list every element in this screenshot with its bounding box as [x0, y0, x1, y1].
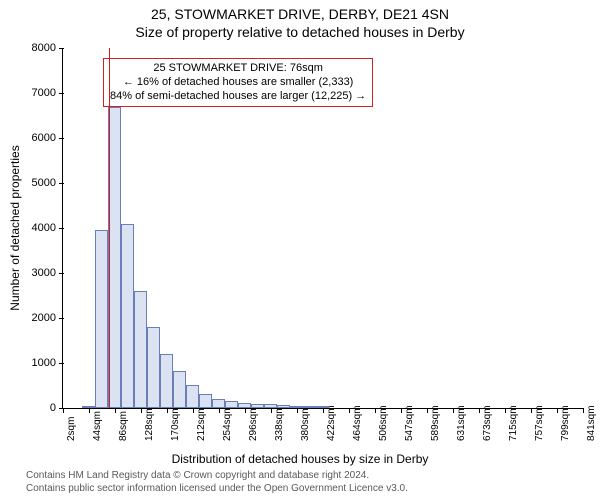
x-tick: 547sqm	[404, 405, 415, 441]
y-tick: 6000	[16, 132, 56, 144]
x-tick-mark	[245, 408, 246, 413]
x-tick: 422sqm	[326, 405, 337, 441]
x-tick: 254sqm	[222, 405, 233, 441]
x-tick: 296sqm	[248, 405, 259, 441]
x-tick-mark	[557, 408, 558, 413]
histogram-bar	[212, 399, 225, 408]
x-tick: 757sqm	[534, 405, 545, 441]
x-tick: 841sqm	[586, 405, 597, 441]
histogram-bar	[251, 404, 264, 408]
histogram-bar	[186, 385, 199, 408]
y-tick: 1000	[16, 357, 56, 369]
footer-attribution: Contains HM Land Registry data © Crown c…	[26, 470, 408, 495]
x-tick: 170sqm	[170, 405, 181, 441]
x-tick: 589sqm	[430, 405, 441, 441]
x-tick: 212sqm	[196, 405, 207, 441]
x-tick-mark	[479, 408, 480, 413]
y-tick: 7000	[16, 87, 56, 99]
x-tick: 2sqm	[66, 417, 77, 441]
y-tick: 8000	[16, 42, 56, 54]
y-tick: 5000	[16, 177, 56, 189]
x-tick: 380sqm	[300, 405, 311, 441]
histogram-bar	[238, 403, 251, 408]
histogram-bar	[316, 406, 329, 408]
histogram-bar	[277, 405, 290, 408]
histogram-bar	[121, 224, 134, 409]
annotation-line-2: ← 16% of detached houses are smaller (2,…	[110, 76, 366, 90]
x-tick-mark	[505, 408, 506, 413]
histogram-bar	[173, 371, 186, 408]
chart-title-sub: Size of property relative to detached ho…	[0, 24, 600, 40]
x-tick: 631sqm	[456, 405, 467, 441]
x-tick-mark	[323, 408, 324, 413]
x-tick-mark	[219, 408, 220, 413]
x-tick-mark	[453, 408, 454, 413]
histogram-bar	[303, 406, 316, 408]
x-tick-mark	[193, 408, 194, 413]
x-tick: 44sqm	[92, 411, 103, 441]
histogram-bar	[160, 354, 173, 408]
y-tick: 0	[16, 402, 56, 414]
footer-line-2: Contains public sector information licen…	[26, 483, 408, 496]
histogram-bar	[199, 394, 212, 408]
x-tick: 86sqm	[118, 411, 129, 441]
x-tick-mark	[271, 408, 272, 413]
histogram-bar	[290, 406, 303, 408]
x-tick-mark	[115, 408, 116, 413]
x-tick: 338sqm	[274, 405, 285, 441]
annotation-line-3: 84% of semi-detached houses are larger (…	[110, 90, 366, 104]
y-tick: 4000	[16, 222, 56, 234]
x-tick: 128sqm	[144, 405, 155, 441]
x-tick-mark	[401, 408, 402, 413]
x-tick-mark	[167, 408, 168, 413]
histogram-bar	[225, 401, 238, 408]
x-tick: 715sqm	[508, 405, 519, 441]
x-tick-mark	[297, 408, 298, 413]
histogram-bar	[82, 406, 95, 408]
x-tick: 464sqm	[352, 405, 363, 441]
annotation-line-1: 25 STOWMARKET DRIVE: 76sqm	[110, 62, 366, 76]
x-tick-mark	[583, 408, 584, 413]
x-tick-mark	[375, 408, 376, 413]
x-tick-mark	[427, 408, 428, 413]
y-tick: 3000	[16, 267, 56, 279]
histogram-bar	[95, 230, 108, 408]
y-tick: 2000	[16, 312, 56, 324]
chart-container: 25, STOWMARKET DRIVE, DERBY, DE21 4SN Si…	[0, 0, 600, 500]
chart-title-main: 25, STOWMARKET DRIVE, DERBY, DE21 4SN	[0, 6, 600, 22]
footer-line-1: Contains HM Land Registry data © Crown c…	[26, 470, 408, 483]
property-marker-line	[109, 48, 110, 408]
x-tick-mark	[89, 408, 90, 413]
x-axis-label: Distribution of detached houses by size …	[0, 452, 600, 466]
x-tick-mark	[141, 408, 142, 413]
histogram-bar	[264, 404, 277, 408]
x-tick: 799sqm	[560, 405, 571, 441]
plot-area: 25 STOWMARKET DRIVE: 76sqm ← 16% of deta…	[62, 48, 583, 409]
annotation-box: 25 STOWMARKET DRIVE: 76sqm ← 16% of deta…	[103, 58, 373, 107]
histogram-bar	[134, 291, 147, 408]
x-tick-mark	[531, 408, 532, 413]
histogram-bar	[147, 327, 160, 408]
x-tick: 506sqm	[378, 405, 389, 441]
x-tick: 673sqm	[482, 405, 493, 441]
x-tick-mark	[349, 408, 350, 413]
